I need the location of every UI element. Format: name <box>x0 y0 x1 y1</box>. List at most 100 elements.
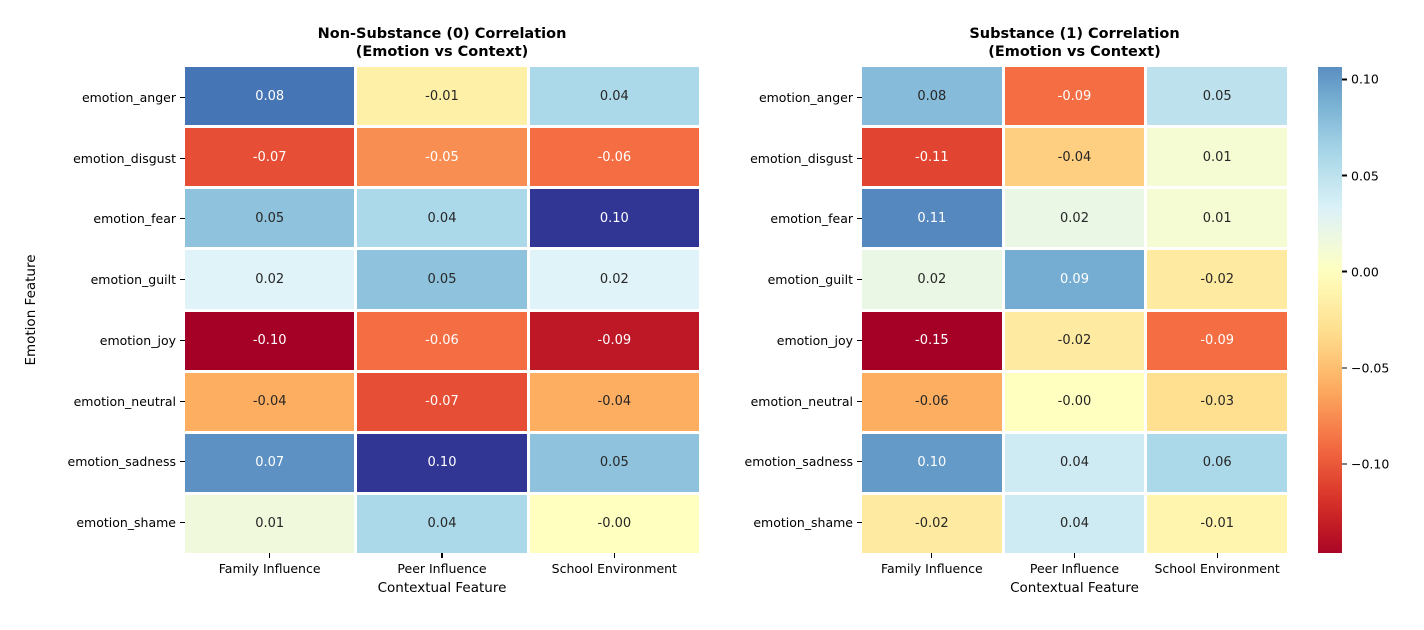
x-tick-mark <box>269 553 271 558</box>
x-tick-mark <box>1216 553 1218 558</box>
y-tick-mark <box>857 157 862 159</box>
colorbar-tick-mark <box>1342 270 1347 273</box>
heatmap-cell: -0.03 <box>1147 372 1287 431</box>
heatmap-cell: 0.10 <box>862 433 1002 492</box>
row-tick-label-text: emotion_fear <box>770 211 853 227</box>
row-tick-label-text: emotion_neutral <box>73 393 176 409</box>
heatmap-cell: -0.05 <box>357 128 527 187</box>
col-tick-label: Peer Influence <box>357 553 526 576</box>
col-tick-label-text: School Environment <box>1154 561 1280 576</box>
col-tick-label: School Environment <box>530 553 699 576</box>
heatmap-cell: -0.01 <box>1147 494 1287 553</box>
x-tick-mark <box>441 553 443 558</box>
row-tick-label: emotion_neutral <box>0 371 185 432</box>
row-tick-label-text: emotion_neutral <box>750 393 853 409</box>
heatmap-cell: -0.11 <box>862 128 1002 187</box>
colorbar-tick-mark <box>1342 174 1347 177</box>
heatmap-cell: -0.06 <box>357 311 527 370</box>
colorbar-tick-label: 0.00 <box>1351 264 1379 280</box>
right-heatmap-title: Substance (1) Correlation (Emotion vs Co… <box>862 26 1287 61</box>
colorbar-tick-label: −0.10 <box>1351 456 1390 472</box>
y-tick-mark <box>180 522 185 524</box>
row-tick-label-text: emotion_disgust <box>750 150 853 166</box>
left-title-line-1: Non-Substance (0) Correlation <box>317 26 567 42</box>
y-tick-mark <box>857 279 862 281</box>
row-tick-label-text: emotion_joy <box>776 332 853 348</box>
x-tick-mark <box>931 553 933 558</box>
heatmap-cell: -0.15 <box>862 311 1002 370</box>
heatmap-cell: 0.05 <box>357 250 527 309</box>
colorbar-tick: 0.05 <box>1342 168 1379 183</box>
heatmap-cell: 0.05 <box>1147 67 1287 126</box>
heatmap-cell: 0.02 <box>185 250 355 309</box>
col-tick-label: School Environment <box>1147 553 1287 576</box>
heatmap-cell: -0.06 <box>862 372 1002 431</box>
y-tick-mark <box>857 218 862 220</box>
colorbar-tick: 0.10 <box>1342 72 1379 87</box>
colorbar-tick-label: 0.10 <box>1351 71 1379 87</box>
heatmap-cell: 0.08 <box>185 67 355 126</box>
row-tick-label-text: emotion_shame <box>76 515 176 531</box>
x-tick-mark <box>613 553 615 558</box>
row-tick-label: emotion_joy <box>700 310 862 371</box>
heatmap-cell: 0.06 <box>1147 433 1287 492</box>
heatmap-cell: 0.10 <box>529 189 699 248</box>
col-tick-label-text: Family Influence <box>218 561 321 576</box>
heatmap-cell: -0.07 <box>185 128 355 187</box>
heatmap-cell: -0.00 <box>529 494 699 553</box>
right-x-axis-label: Contextual Feature <box>1010 580 1139 596</box>
colorbar-tick-label: −0.05 <box>1351 360 1390 376</box>
col-tick-label-text: School Environment <box>551 561 677 576</box>
row-tick-label: emotion_disgust <box>0 128 185 189</box>
heatmap-cell: 0.07 <box>185 433 355 492</box>
col-tick-label: Family Influence <box>862 553 1002 576</box>
heatmap-cell: -0.02 <box>1147 250 1287 309</box>
heatmap-cell: -0.02 <box>862 494 1002 553</box>
row-tick-label-text: emotion_anger <box>758 89 853 105</box>
col-tick-label-text: Peer Influence <box>397 561 487 576</box>
heatmap-cell: 0.04 <box>357 189 527 248</box>
heatmap-cell: 0.04 <box>1004 433 1145 492</box>
heatmap-cell: 0.11 <box>862 189 1002 248</box>
heatmap-cell: 0.04 <box>529 67 699 126</box>
heatmap-cell: -0.09 <box>1147 311 1287 370</box>
colorbar-tick: −0.05 <box>1342 360 1389 375</box>
y-tick-mark <box>857 522 862 524</box>
left-heatmap-title: Non-Substance (0) Correlation (Emotion v… <box>185 26 699 61</box>
row-tick-label-text: emotion_guilt <box>90 272 176 288</box>
row-tick-label: emotion_shame <box>700 492 862 553</box>
y-tick-mark <box>180 461 185 463</box>
y-tick-mark <box>180 96 185 98</box>
heatmap-cell: 0.01 <box>1147 189 1287 248</box>
col-tick-label-text: Family Influence <box>880 561 983 576</box>
row-tick-label: emotion_anger <box>700 67 862 128</box>
heatmap-cell: 0.02 <box>529 250 699 309</box>
row-tick-label: emotion_neutral <box>700 371 862 432</box>
x-tick-mark <box>1073 553 1076 558</box>
y-tick-mark <box>857 339 862 341</box>
y-tick-mark <box>180 339 185 341</box>
heatmap-cell: 0.05 <box>529 433 699 492</box>
heatmap-cell: 0.04 <box>1004 494 1145 553</box>
heatmap-cell: -0.02 <box>1004 311 1145 370</box>
colorbar-tick: −0.10 <box>1342 456 1389 471</box>
row-tick-label-text: emotion_anger <box>81 89 176 105</box>
heatmap-cell: -0.04 <box>185 372 355 431</box>
heatmap-cell: 0.04 <box>357 494 527 553</box>
row-tick-label: emotion_anger <box>0 67 185 128</box>
y-tick-mark <box>180 400 185 402</box>
row-tick-label-text: emotion_fear <box>93 211 176 227</box>
heatmap-cell: -0.06 <box>529 128 699 187</box>
y-tick-mark <box>857 461 862 463</box>
heatmap-cell: 0.01 <box>185 494 355 553</box>
row-tick-label: emotion_sadness <box>700 432 862 493</box>
row-tick-label-text: emotion_sadness <box>744 454 853 470</box>
left-x-axis-label: Contextual Feature <box>377 580 507 596</box>
row-tick-label: emotion_fear <box>0 189 185 250</box>
heatmap-cell: 0.10 <box>357 433 527 492</box>
col-tick-label-text: Peer Influence <box>1029 561 1120 576</box>
row-tick-label-text: emotion_disgust <box>73 150 176 166</box>
heatmap-cell: 0.02 <box>1004 189 1145 248</box>
heatmap-grid-0: 0.08 -0.01 0.04 -0.07 -0.05 -0.06 0.05 0.04 0.10… <box>185 67 699 553</box>
colorbar-tick: 0.00 <box>1342 264 1379 279</box>
